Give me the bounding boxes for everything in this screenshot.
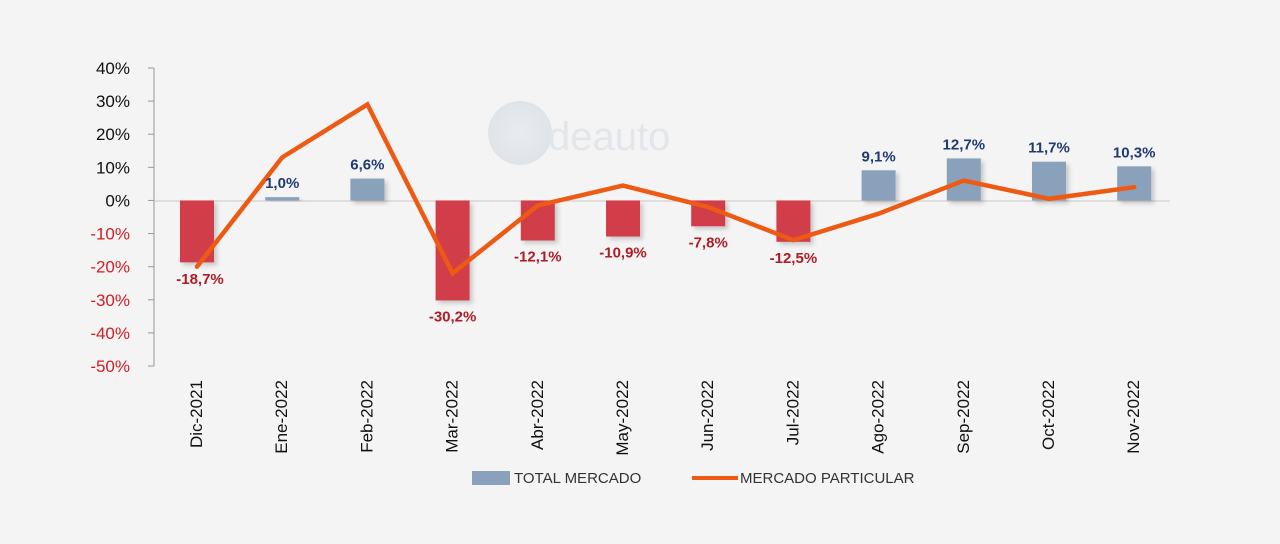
x-tick-label: Sep-2022 [954, 380, 973, 454]
data-label-nov-2022: 10,3% [1113, 144, 1156, 161]
x-tick-label: May-2022 [613, 380, 632, 456]
data-label-dic-2021: -18,7% [176, 271, 224, 288]
data-labels: -18,7% 1,0% 6,6% -30,2% -12,1% -10,9% -7,8% -12… [176, 136, 1155, 325]
y-tick-label: -10% [90, 225, 130, 244]
x-tick-label: Mar-2022 [443, 380, 462, 453]
line-point-feb-2022 [366, 103, 368, 105]
data-label-jul-2022: -12,5% [770, 250, 818, 267]
x-tick-label: Jul-2022 [783, 380, 802, 445]
data-label-abr-2022: -12,1% [514, 249, 562, 266]
x-ticks: Dic-2021 Ene-2022 Feb-2022 Mar-2022 Abr-2022… [187, 380, 1143, 456]
x-tick-label: Ago-2022 [869, 380, 888, 454]
line-mercado-particular [194, 101, 1137, 277]
x-tick-label: Feb-2022 [357, 380, 376, 453]
y-ticks: 40% 30% 20% 10% 0% -10% -20% -30% -40% -50% [90, 59, 154, 376]
x-tick-label: Jun-2022 [698, 380, 717, 451]
bar-total-mercado-may-2022 [606, 200, 640, 237]
y-tick-label: 30% [96, 92, 130, 111]
bar-total-mercado-oct-2022 [1032, 161, 1066, 201]
data-label-ago-2022: 9,1% [861, 148, 895, 165]
bar-total-mercado-feb-2022 [350, 178, 385, 201]
bar-total-mercado-nov-2022 [1117, 166, 1152, 201]
data-label-jun-2022: -7,8% [689, 234, 728, 251]
bar-total-mercado-ene-2022 [265, 197, 300, 201]
y-tick-label: 40% [96, 59, 130, 78]
y-tick-label: 10% [96, 158, 130, 177]
x-tick-label: Dic-2021 [187, 380, 206, 448]
line-point-mar-2022 [452, 272, 454, 274]
y-tick-label: -20% [90, 258, 130, 277]
y-tick-label: 0% [105, 191, 130, 210]
line-series [194, 101, 1137, 277]
line-point-oct-2022 [1048, 198, 1050, 200]
y-tick-label: -50% [90, 357, 130, 376]
line-point-dic-2021 [196, 266, 198, 268]
line-point-abr-2022 [537, 204, 539, 206]
line-point-may-2022 [622, 185, 624, 187]
data-label-may-2022: -10,9% [599, 245, 647, 262]
legend-label-total-mercado: TOTAL MERCADO [514, 470, 641, 487]
line-point-nov-2022 [1133, 186, 1135, 188]
watermark-text: deauto [548, 115, 670, 159]
legend-label-mercado-particular: MERCADO PARTICULAR [740, 470, 915, 487]
data-label-ene-2022: 1,0% [265, 175, 299, 192]
line-point-sep-2022 [963, 180, 965, 182]
x-tick-label: Abr-2022 [528, 380, 547, 450]
data-label-sep-2022: 12,7% [943, 136, 986, 153]
y-tick-label: -30% [90, 291, 130, 310]
legend-swatch-total-mercado [472, 471, 510, 485]
bars [180, 158, 1152, 301]
x-tick-label: Nov-2022 [1124, 380, 1143, 454]
legend: TOTAL MERCADO MERCADO PARTICULAR [472, 470, 915, 487]
line-point-jul-2022 [792, 239, 794, 241]
bar-total-mercado-ago-2022 [861, 170, 896, 201]
data-label-mar-2022: -30,2% [429, 308, 477, 325]
watermark-logo-icon [488, 101, 552, 165]
data-label-feb-2022: 6,6% [350, 157, 384, 174]
y-axis: 40% 30% 20% 10% 0% -10% -20% -30% -40% -50% [90, 59, 155, 376]
line-point-ago-2022 [878, 213, 880, 215]
y-tick-label: -40% [90, 324, 130, 343]
x-tick-label: Ene-2022 [272, 380, 291, 454]
line-point-jun-2022 [707, 206, 709, 208]
x-tick-label: Oct-2022 [1039, 380, 1058, 450]
watermark: deauto [488, 101, 670, 165]
data-label-oct-2022: 11,7% [1028, 140, 1070, 157]
y-tick-label: 20% [96, 125, 130, 144]
line-point-ene-2022 [281, 156, 283, 158]
